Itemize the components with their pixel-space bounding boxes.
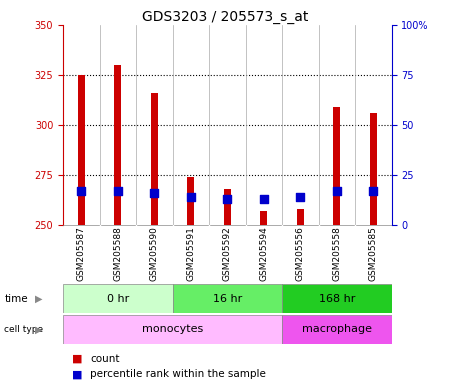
Text: GSM205588: GSM205588 (113, 226, 122, 281)
Bar (151, 93, 157, 225)
Bar (63, 315, 282, 344)
Text: ■: ■ (72, 354, 82, 364)
Text: macrophage: macrophage (302, 324, 372, 334)
Point (224, 195, 231, 202)
Text: monocytes: monocytes (142, 324, 203, 334)
Bar (282, 284, 392, 313)
Point (297, 194, 304, 200)
Bar (370, 113, 377, 225)
Text: ▶: ▶ (35, 293, 42, 304)
Text: GSM205587: GSM205587 (77, 226, 86, 281)
Text: GSM205592: GSM205592 (223, 226, 232, 281)
Bar (282, 315, 392, 344)
Point (333, 188, 340, 194)
Text: 16 hr: 16 hr (212, 293, 242, 304)
Bar (78, 75, 85, 225)
Text: GSM205594: GSM205594 (259, 226, 268, 281)
Text: 168 hr: 168 hr (319, 293, 355, 304)
Point (114, 188, 122, 194)
Bar (261, 211, 267, 225)
Bar (333, 107, 340, 225)
Text: ▶: ▶ (35, 324, 42, 334)
Point (369, 188, 377, 194)
Bar (224, 189, 230, 225)
Bar (63, 284, 172, 313)
Text: GSM205558: GSM205558 (332, 226, 341, 281)
Text: GSM205585: GSM205585 (369, 226, 378, 281)
Point (260, 195, 267, 202)
Point (78, 188, 85, 194)
Text: count: count (90, 354, 120, 364)
Bar (188, 177, 194, 225)
Bar (297, 209, 304, 225)
Text: ■: ■ (72, 369, 82, 379)
Text: cell type: cell type (4, 325, 44, 334)
Point (151, 190, 158, 196)
Text: 0 hr: 0 hr (107, 293, 129, 304)
Point (187, 194, 194, 200)
Text: GSM205556: GSM205556 (296, 226, 305, 281)
Text: time: time (4, 293, 28, 304)
Text: GDS3203 / 205573_s_at: GDS3203 / 205573_s_at (142, 10, 308, 23)
Text: percentile rank within the sample: percentile rank within the sample (90, 369, 266, 379)
Bar (172, 284, 282, 313)
Text: GSM205590: GSM205590 (150, 226, 159, 281)
Bar (114, 65, 121, 225)
Text: GSM205591: GSM205591 (186, 226, 195, 281)
